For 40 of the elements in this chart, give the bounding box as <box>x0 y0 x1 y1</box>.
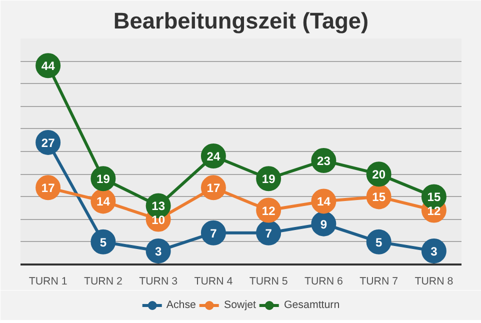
data-label: 12 <box>262 204 276 218</box>
data-label: 13 <box>152 199 166 214</box>
x-tick-label: TURN 7 <box>360 276 398 288</box>
data-label: 19 <box>262 172 276 186</box>
data-label: 23 <box>317 154 331 168</box>
data-label: 3 <box>430 244 438 258</box>
data-label: 27 <box>41 136 56 150</box>
point <box>146 238 171 264</box>
legend-label: Sowjet <box>224 299 256 311</box>
point <box>90 229 116 254</box>
data-label: 15 <box>427 190 441 204</box>
data-label: 5 <box>100 235 107 250</box>
data-label: 19 <box>96 172 110 186</box>
data-label: 5 <box>375 235 382 250</box>
x-tick-label: TURN 2 <box>84 276 123 288</box>
data-label: 3 <box>154 244 162 258</box>
point <box>200 220 226 246</box>
data-label: 20 <box>372 168 386 182</box>
data-label: 7 <box>210 226 218 240</box>
data-label: 14 <box>96 194 110 209</box>
data-label: 14 <box>317 194 331 209</box>
data-label: 7 <box>265 226 272 240</box>
legend-label: Gesamtturn <box>284 299 340 311</box>
data-label: 17 <box>206 181 220 196</box>
x-tick-label: TURN 6 <box>304 276 344 288</box>
data-label: 9 <box>320 217 328 232</box>
x-tick-label: TURN 3 <box>139 276 178 288</box>
point <box>366 229 392 254</box>
x-tick-label: TURN 5 <box>249 276 288 288</box>
x-tick-label: TURN 4 <box>194 276 233 288</box>
data-label: 24 <box>206 150 220 164</box>
data-label: 17 <box>41 181 56 196</box>
chart-title: Bearbeitungszeit (Tage) <box>113 8 369 34</box>
data-label: 44 <box>41 59 56 74</box>
x-tick-label: TURN 8 <box>414 276 454 288</box>
point <box>256 220 282 246</box>
legend-label: Achse <box>166 299 196 311</box>
point <box>421 238 446 264</box>
data-label: 15 <box>372 190 386 204</box>
x-tick-label: TURN 1 <box>28 276 68 288</box>
